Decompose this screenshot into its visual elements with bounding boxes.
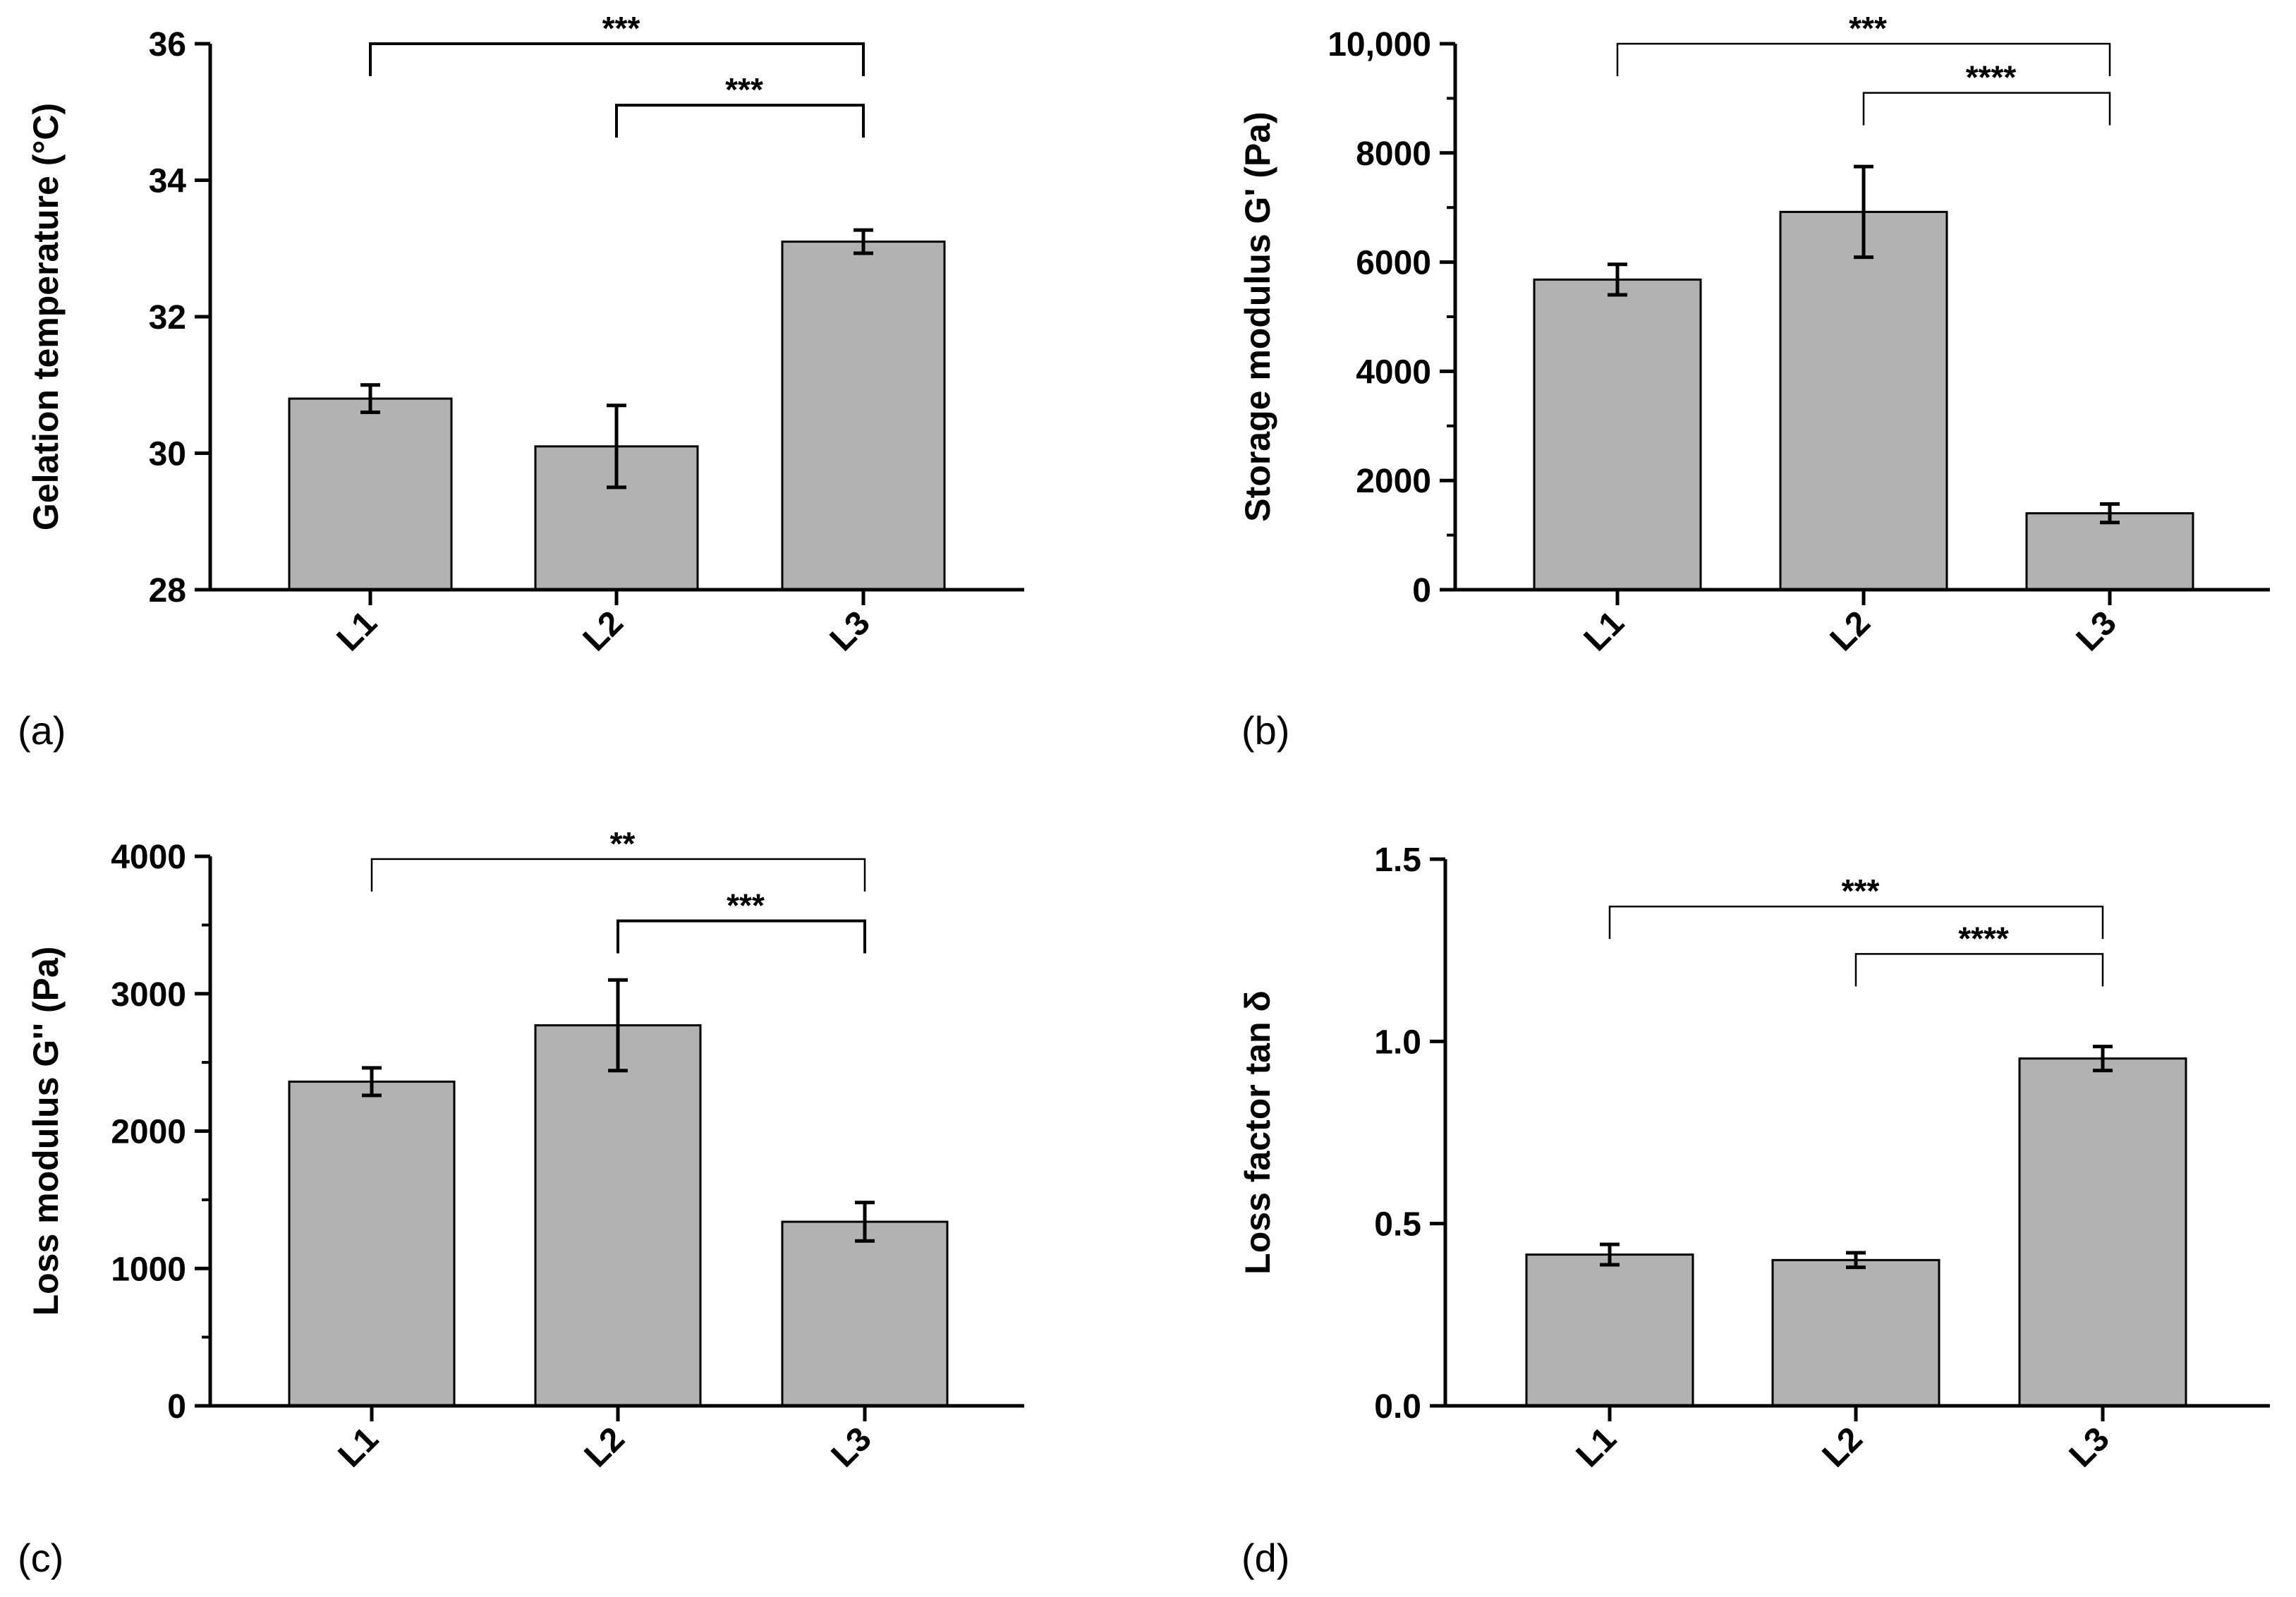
error-bar-L2 — [607, 403, 626, 490]
bar-L2 — [1779, 210, 1948, 591]
bracket-line — [369, 42, 865, 76]
y-tick-label: 34 — [149, 163, 187, 200]
error-bar-L3 — [2093, 1045, 2113, 1073]
error-bar-L1 — [1608, 262, 1627, 297]
significance-bracket-2: **** — [1854, 920, 2104, 987]
error-bar-L1 — [1600, 1242, 1620, 1267]
significance-label: *** — [725, 71, 763, 108]
y-tick-label: 2000 — [111, 1114, 186, 1151]
x-tick-label-L2: L2 — [1816, 1420, 1870, 1474]
bar-L1 — [1533, 278, 1702, 591]
bar-L3 — [2018, 1057, 2187, 1407]
error-bar-L3 — [2100, 502, 2120, 525]
error-bar-L1 — [362, 1066, 382, 1098]
panel-label: (d) — [1241, 1536, 1289, 1580]
y-axis-title: Storage modulus G' (Pa) — [1238, 111, 1277, 521]
x-tick-label-L2: L2 — [1823, 604, 1878, 658]
y-tick-label: 28 — [149, 572, 186, 609]
bar-L2 — [534, 1024, 702, 1407]
y-tick-label: 1000 — [111, 1251, 186, 1288]
y-tick-label: 3000 — [111, 976, 186, 1014]
y-tick-label: 6000 — [1356, 245, 1431, 282]
x-tick-label-L2: L2 — [578, 1420, 632, 1474]
bracket-line — [1862, 92, 2111, 126]
y-tick-label: 2000 — [1356, 463, 1431, 500]
x-tick-label-L3: L3 — [2063, 1420, 2117, 1474]
y-tick-label: 0.0 — [1374, 1388, 1421, 1426]
panel-label: (a) — [18, 708, 66, 753]
y-axis-title: Loss factor tan δ — [1238, 990, 1277, 1275]
error-bar-L1 — [360, 383, 380, 414]
y-tick-label: 0 — [1412, 572, 1431, 609]
panel-label: (c) — [18, 1536, 63, 1580]
y-tick-label: 10,000 — [1328, 26, 1431, 63]
y-tick-label: 4000 — [111, 839, 186, 876]
y-tick-label: 32 — [149, 299, 186, 336]
error-bar-L3 — [854, 228, 873, 255]
y-tick-label: 1.0 — [1374, 1024, 1421, 1061]
y-tick-label: 8000 — [1356, 135, 1431, 173]
x-tick-label-L2: L2 — [576, 604, 631, 658]
y-tick-label: 36 — [149, 26, 186, 63]
significance-bracket-2: *** — [615, 71, 865, 138]
x-tick-label-L1: L1 — [332, 1420, 386, 1474]
error-bar-L3 — [855, 1201, 875, 1243]
y-tick-label: 1.5 — [1374, 842, 1421, 879]
significance-label: *** — [602, 10, 640, 47]
bar-L1 — [1525, 1253, 1694, 1407]
x-tick-label-L3: L3 — [825, 1420, 879, 1474]
y-axis-title: Loss modulus G'' (Pa) — [26, 947, 66, 1316]
bracket-line — [616, 919, 866, 954]
bar-L3 — [781, 1220, 949, 1407]
y-tick-label: 30 — [149, 436, 186, 473]
bar-L1 — [288, 1080, 456, 1407]
y-tick-label: 4000 — [1356, 353, 1431, 391]
significance-label: *** — [1849, 10, 1887, 47]
significance-bracket-2: **** — [1862, 59, 2111, 126]
x-tick-label-L3: L3 — [2070, 604, 2124, 658]
error-bar-L2 — [608, 978, 628, 1073]
significance-bracket-1: *** — [1608, 873, 2104, 940]
bracket-line — [1854, 953, 2104, 987]
significance-label: *** — [727, 887, 765, 924]
significance-bracket-2: *** — [616, 887, 866, 954]
bracket-line — [1616, 42, 2111, 76]
x-tick-label-L1: L1 — [1577, 604, 1632, 658]
significance-label: **** — [1958, 920, 2009, 957]
y-tick-label: 0 — [167, 1388, 186, 1426]
bracket-line — [370, 858, 866, 892]
bracket-line — [1608, 905, 2104, 940]
x-tick-label-L1: L1 — [330, 604, 384, 658]
bar-L2 — [1771, 1258, 1940, 1407]
chart-panel-a: 28 30 32 34 36 L1 L2 L3 Gelation temperature (°C… — [18, 10, 1024, 753]
significance-bracket-1: *** — [369, 10, 865, 76]
y-tick-label: 0.5 — [1374, 1206, 1421, 1244]
bracket-line — [615, 104, 865, 138]
significance-bracket-1: ** — [370, 825, 866, 892]
chart-panel-c: 0 1000 2000 3000 4000 L1 L2 L3 Loss modulus G'' … — [18, 825, 1024, 1580]
error-bar-L2 — [1854, 164, 1873, 260]
significance-label: **** — [1966, 59, 2017, 96]
panel-label: (b) — [1241, 708, 1289, 753]
y-axis-title: Gelation temperature (°C) — [26, 103, 66, 530]
error-bar-L2 — [1846, 1251, 1866, 1270]
x-tick-label-L3: L3 — [823, 604, 877, 658]
bar-L1 — [288, 397, 453, 591]
chart-panel-b: 0 2000 4000 6000 8000 10,000 L1 L2 L3 Storage mod… — [1238, 10, 2270, 753]
significance-label: ** — [610, 825, 636, 862]
x-tick-label-L1: L1 — [1569, 1420, 1624, 1474]
bar-L3 — [2025, 512, 2194, 591]
bar-L3 — [781, 241, 946, 591]
significance-label: *** — [1842, 873, 1880, 909]
significance-bracket-1: *** — [1616, 10, 2111, 76]
